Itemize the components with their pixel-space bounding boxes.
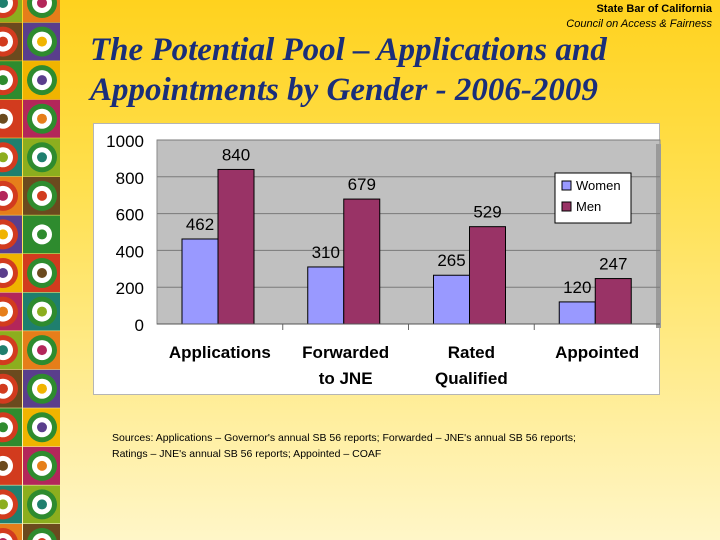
strip-circle-core	[37, 152, 47, 163]
bar-women	[433, 274, 470, 325]
chart-legend: Women Men	[554, 172, 632, 224]
data-label: 462	[186, 215, 214, 234]
strip-circle-core	[0, 229, 8, 240]
strip-circle-core	[37, 345, 47, 356]
bar-men	[469, 226, 506, 325]
sources-line-2: Ratings – JNE's annual SB 56 reports; Ap…	[112, 448, 382, 460]
strip-circle-core	[0, 422, 8, 433]
strip-circle-core	[37, 383, 47, 394]
legend-swatch	[561, 201, 572, 212]
strip-circle-core	[37, 36, 47, 47]
organization-name: State Bar of California	[596, 3, 712, 15]
bar-women	[307, 266, 345, 325]
x-category-label: Qualified	[435, 369, 508, 388]
bar-men	[594, 278, 632, 325]
data-label: 840	[222, 145, 250, 164]
bar-men	[343, 198, 381, 325]
strip-circle-core	[37, 499, 47, 510]
strip-circle-core	[0, 36, 8, 47]
strip-circle-inner	[32, 533, 52, 540]
y-tick-label: 200	[116, 279, 144, 298]
strip-circle-core	[0, 345, 8, 356]
strip-circle-core	[0, 268, 8, 278]
data-label: 310	[312, 243, 340, 262]
slide-title: The Potential Pool – Applications and Ap…	[90, 32, 607, 108]
strip-circle-core	[0, 460, 8, 471]
strip-circle-core	[0, 306, 8, 317]
y-tick-label: 0	[135, 316, 144, 335]
strip-circle-core	[0, 75, 8, 86]
y-tick-label: 800	[116, 169, 144, 188]
decorative-circle-strip	[0, 0, 60, 540]
sources-note: Sources: Applications – Governor's annua…	[112, 430, 692, 462]
strip-circle-core	[0, 383, 8, 394]
y-tick-label: 1000	[106, 132, 144, 151]
strip-circle-core	[37, 229, 47, 240]
strip-circle-core	[0, 190, 8, 201]
plot-shadow	[656, 144, 661, 328]
data-label: 529	[473, 203, 501, 222]
strip-circle-core	[37, 422, 47, 433]
strip-circle-core	[0, 0, 8, 8]
legend-swatch	[561, 180, 572, 191]
strip-circle-core	[0, 113, 8, 124]
legend-label: Women	[576, 178, 621, 193]
y-tick-label: 400	[116, 242, 144, 261]
strip-circle-core	[37, 190, 47, 201]
bar-women	[558, 301, 596, 325]
data-label: 679	[348, 175, 376, 194]
sources-line-1: Sources: Applications – Governor's annua…	[112, 432, 576, 444]
chart-canvas: 0 200 400 600 800 1000 462 840 Applications 310 67…	[106, 132, 661, 388]
y-tick-label: 600	[116, 206, 144, 225]
x-category-label: Forwarded	[302, 343, 389, 362]
legend-label: Men	[576, 199, 601, 214]
strip-circle-core	[37, 0, 47, 8]
x-category-label: Rated	[448, 343, 495, 362]
strip-circle-core	[37, 75, 47, 86]
strip-circle-core	[37, 460, 47, 471]
data-label: 265	[437, 251, 465, 270]
strip-circle-core	[0, 499, 8, 510]
data-label: 247	[599, 255, 627, 274]
bar-chart: 0 200 400 600 800 1000 462 840 Applications 310 67…	[93, 123, 661, 395]
data-label: 120	[563, 278, 591, 297]
strip-circle-core	[0, 152, 8, 163]
x-category-label: to JNE	[319, 369, 373, 388]
strip-circle-core	[37, 113, 47, 124]
bar-men	[217, 168, 255, 325]
strip-circle-core	[37, 306, 47, 317]
bar-women	[181, 238, 219, 325]
x-category-label: Appointed	[555, 343, 639, 362]
strip-circle-core	[37, 268, 47, 278]
organization-subtitle: Council on Access & Fairness	[566, 18, 712, 30]
x-category-label: Applications	[169, 343, 271, 362]
